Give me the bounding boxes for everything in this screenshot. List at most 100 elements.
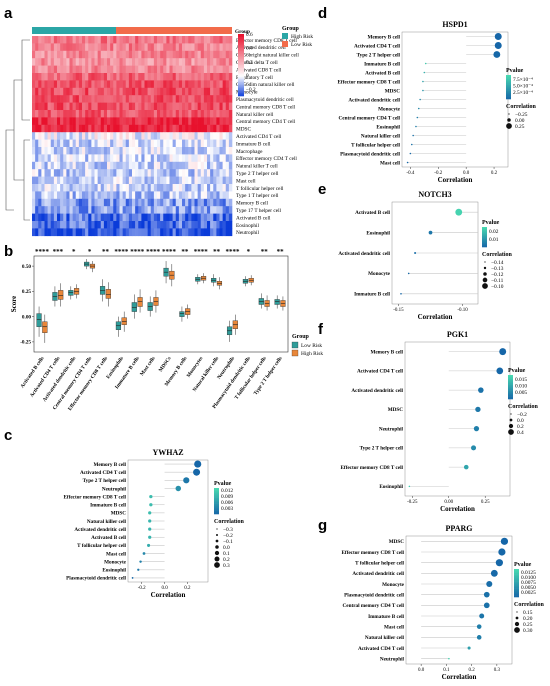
significance-label: *** <box>53 248 64 256</box>
heatmap-cell <box>91 73 95 81</box>
heatmap-cell <box>57 110 61 118</box>
heatmap-cell <box>38 80 42 89</box>
heatmap-cell <box>166 161 170 170</box>
heatmap-cell <box>225 161 230 170</box>
heatmap-cell <box>191 154 195 163</box>
heatmap-cell <box>172 117 177 126</box>
heatmap-cell <box>197 80 202 89</box>
heatmap-cell <box>107 43 111 52</box>
heatmap-cell <box>150 161 155 170</box>
heatmap-cell <box>160 176 164 185</box>
row-label: Natural killer cell <box>365 635 405 641</box>
significance-label: **** <box>225 248 240 256</box>
heatmap-cell <box>178 221 183 229</box>
pvalue-colorbar-segment <box>508 376 513 378</box>
colorbar-segment <box>238 88 244 91</box>
heatmap-cell <box>191 206 195 214</box>
colorbar-segment <box>238 60 244 63</box>
heatmap-cell <box>188 221 192 229</box>
x-axis-label: Correlation <box>440 505 475 513</box>
heatmap-cell <box>138 206 142 214</box>
heatmap-cell <box>97 73 102 81</box>
panel-label-g: g <box>318 517 327 534</box>
heatmap-cell <box>135 36 139 44</box>
heatmap-cell <box>163 102 167 111</box>
heatmap-cell <box>191 110 195 118</box>
heatmap-cell <box>66 191 70 200</box>
lollipop-point <box>408 485 411 488</box>
heatmap-cell <box>69 50 73 59</box>
heatmap-cell <box>172 191 177 200</box>
heatmap-cell <box>50 139 55 148</box>
pvalue-tick-label: 0.0025 <box>521 590 536 596</box>
heatmap-cell <box>144 50 148 59</box>
lollipop-point <box>493 51 501 58</box>
heatmap-cell <box>216 95 220 103</box>
heatmap-cell <box>213 147 217 155</box>
lollipop-point <box>423 71 426 74</box>
heatmap-cell <box>225 50 230 59</box>
heatmap-cell <box>188 124 192 133</box>
pvalue-colorbar-segment <box>482 245 487 247</box>
heatmap-cell <box>203 169 208 177</box>
heatmap-cell <box>110 36 114 44</box>
significance-label: **** <box>146 248 161 256</box>
heatmap-cell <box>194 169 198 177</box>
heatmap-cell <box>191 184 195 192</box>
heatmap-cell <box>166 58 170 66</box>
heatmap-cell <box>219 213 223 222</box>
heatmap-cell <box>88 139 92 148</box>
heatmap-cell <box>32 124 36 133</box>
heatmap-cell <box>72 58 77 66</box>
heatmap-cell <box>160 139 164 148</box>
heatmap-cell <box>138 184 142 192</box>
heatmap-cell <box>132 58 136 66</box>
heatmap-cell <box>157 191 161 200</box>
heatmap-cell <box>66 206 70 214</box>
heatmap-cell <box>41 213 45 222</box>
significance-label: ** <box>213 248 221 256</box>
heatmap-cell <box>78 228 83 237</box>
plot-frame <box>404 341 511 497</box>
heatmap-cell <box>125 73 130 81</box>
heatmap-cell <box>47 43 52 52</box>
heatmap-cell <box>228 65 233 74</box>
heatmap-cell <box>157 206 161 214</box>
pvalue-tick-label: 7.5×10⁻⁴ <box>513 77 533 83</box>
heatmap-cell <box>225 184 230 192</box>
heatmap-cell <box>138 221 142 229</box>
heatmap-cell <box>75 228 80 237</box>
group-bar-low-risk <box>116 27 232 34</box>
box-legend-title: Group <box>292 334 310 340</box>
heatmap-cell <box>113 102 117 111</box>
heatmap-cell <box>222 147 227 155</box>
heatmap-cell <box>100 124 105 133</box>
heatmap-cell <box>75 110 80 118</box>
heatmap-cell <box>107 169 111 177</box>
heatmap-cell <box>50 73 55 81</box>
size-legend-dot <box>507 118 511 122</box>
heatmap-cell <box>69 36 73 44</box>
row-label: Immature B cell <box>368 614 404 620</box>
heatmap-cell <box>160 95 164 103</box>
heatmap-cell <box>53 58 58 66</box>
heatmap-cell <box>119 213 123 222</box>
heatmap-cell <box>150 198 155 207</box>
heatmap-cell <box>200 102 205 111</box>
heatmap-cell <box>107 198 111 207</box>
heatmap-cell <box>147 50 152 59</box>
heatmap-cell <box>153 139 158 148</box>
pvalue-colorbar-segment <box>514 577 519 580</box>
heatmap-cell <box>210 206 214 214</box>
pvalue-colorbar-segment <box>514 591 519 594</box>
heatmap-cell <box>63 124 67 133</box>
heatmap-cell <box>119 169 123 177</box>
heatmap-cell <box>216 184 220 192</box>
heatmap-cell <box>63 169 67 177</box>
colorbar-tick-label: 0 <box>246 73 249 79</box>
heatmap-cell <box>200 80 205 89</box>
pvalue-colorbar-segment <box>214 501 219 503</box>
heatmap-cell <box>94 147 98 155</box>
heatmap-cell <box>60 65 64 74</box>
